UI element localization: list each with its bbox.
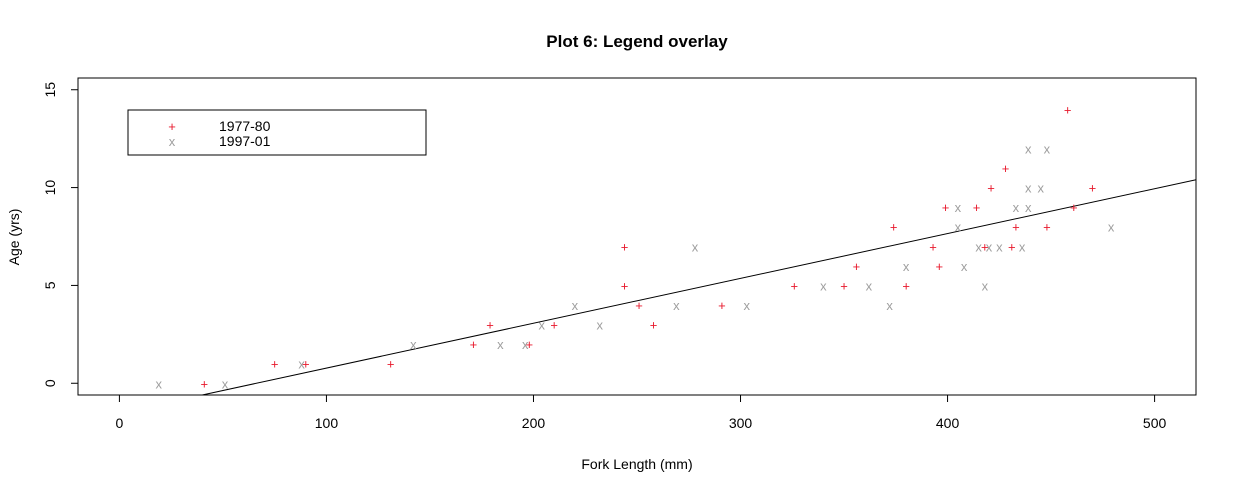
point-1977-80: + (486, 318, 494, 333)
point-1977-80: + (1012, 220, 1020, 235)
point-1997-01: x (539, 318, 546, 333)
point-1997-01: x (955, 200, 962, 215)
point-1997-01: x (996, 239, 1003, 254)
point-1997-01: x (298, 357, 305, 372)
x-axis: 0 100 200 300 400 500 (116, 394, 1167, 431)
regression-line (202, 179, 1197, 396)
point-1977-80: + (890, 220, 898, 235)
x-tick-label: 400 (936, 415, 960, 431)
point-1977-80: + (621, 239, 629, 254)
point-1977-80: + (1064, 102, 1072, 117)
point-1977-80: + (987, 181, 995, 196)
point-1997-01: x (743, 298, 750, 313)
x-tick-label: 200 (522, 415, 546, 431)
legend: + 1977-80 x 1997-01 (127, 109, 427, 156)
point-1977-80: + (973, 200, 981, 215)
point-1997-01: x (1025, 141, 1032, 156)
point-1997-01: x (982, 278, 989, 293)
point-1997-01: x (596, 318, 603, 333)
x-tick-label: 100 (315, 415, 339, 431)
point-1977-80: + (981, 239, 989, 254)
point-1977-80: + (942, 200, 950, 215)
y-tick-label: 10 (42, 180, 58, 196)
legend-marker-1997-01: x (169, 134, 176, 149)
y-tick-label: 0 (42, 379, 58, 387)
point-1977-80: + (550, 318, 558, 333)
point-1977-80: + (387, 357, 395, 372)
point-1977-80: + (791, 278, 799, 293)
point-1997-01: x (866, 278, 873, 293)
point-1977-80: + (1070, 200, 1078, 215)
legend-label-1997-01: 1997-01 (219, 133, 271, 149)
y-tick-label: 15 (42, 82, 58, 98)
x-tick-label: 500 (1143, 415, 1167, 431)
x-tick-label: 300 (729, 415, 753, 431)
legend-label-1977-80: 1977-80 (219, 118, 271, 134)
point-1977-80: + (635, 298, 643, 313)
plot-area: ++ + +++++++++++ +++++++ ++++++ ++++x xxx x xxxx… (155, 102, 1197, 396)
point-1997-01: x (572, 298, 579, 313)
point-1977-80: + (935, 259, 943, 274)
point-1977-80: + (853, 259, 861, 274)
point-1997-01: x (155, 376, 162, 391)
chart-title: Plot 6: Legend overlay (546, 32, 728, 51)
point-1997-01: x (975, 239, 982, 254)
x-tick-label: 0 (116, 415, 124, 431)
point-1997-01: x (1025, 200, 1032, 215)
point-1977-80: + (526, 337, 534, 352)
point-1997-01: x (410, 337, 417, 352)
point-1997-01: x (886, 298, 893, 313)
point-1997-01: x (222, 376, 229, 391)
point-1997-01: x (903, 259, 910, 274)
point-1977-80: + (840, 278, 848, 293)
point-1997-01: x (692, 239, 699, 254)
point-1977-80: + (929, 239, 937, 254)
point-1997-01: x (986, 239, 993, 254)
point-1997-01: x (522, 337, 529, 352)
y-axis-label: Age (yrs) (6, 209, 22, 266)
point-1977-80: + (271, 357, 279, 372)
legend-marker-1977-80: + (168, 119, 176, 134)
y-axis: 0 5 10 15 (42, 82, 79, 387)
point-1977-80: + (718, 298, 726, 313)
point-1997-01: x (1044, 141, 1051, 156)
point-1977-80: + (902, 278, 910, 293)
point-1977-80: + (1008, 239, 1016, 254)
y-tick-label: 5 (42, 281, 58, 289)
point-1977-80: + (650, 318, 658, 333)
point-1977-80: + (1043, 220, 1051, 235)
point-1997-01: x (955, 220, 962, 235)
legend-box (127, 109, 427, 156)
point-1997-01: x (1037, 181, 1044, 196)
point-1997-01: x (1013, 200, 1020, 215)
point-1977-80: + (621, 278, 629, 293)
point-1997-01: x (1019, 239, 1026, 254)
point-1997-01: x (961, 259, 968, 274)
point-1977-80: + (1089, 181, 1097, 196)
point-1997-01: x (1025, 181, 1032, 196)
point-1977-80: + (200, 376, 208, 391)
point-1977-80: + (470, 337, 478, 352)
point-1997-01: x (673, 298, 680, 313)
x-axis-label: Fork Length (mm) (581, 456, 692, 472)
point-1977-80: + (302, 357, 310, 372)
point-1997-01: x (1108, 220, 1115, 235)
point-1997-01: x (820, 278, 827, 293)
point-1977-80: + (1002, 161, 1010, 176)
point-1997-01: x (497, 337, 504, 352)
